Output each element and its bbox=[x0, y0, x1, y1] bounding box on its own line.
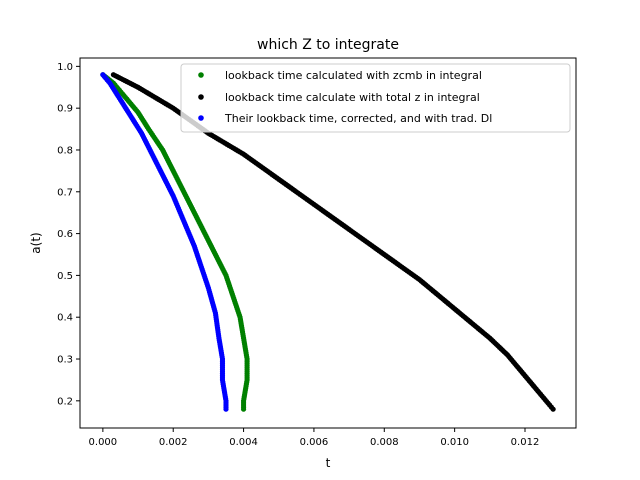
x-axis-label: t bbox=[326, 456, 331, 470]
x-tick-label: 0.006 bbox=[300, 437, 329, 448]
y-axis-label: a(t) bbox=[29, 232, 43, 253]
x-axis: 0.000 0.002 0.004 0.006 0.008 0.010 0.012 bbox=[89, 428, 540, 448]
legend-label-corrected: Their lookback time, corrected, and with… bbox=[224, 112, 492, 125]
x-tick-label: 0.000 bbox=[89, 437, 118, 448]
y-tick-label: 0.3 bbox=[57, 355, 73, 366]
y-tick-label: 0.8 bbox=[57, 145, 73, 156]
series-3 bbox=[100, 72, 229, 412]
y-tick-label: 0.6 bbox=[57, 229, 73, 240]
legend-box bbox=[180, 63, 571, 133]
x-tick-label: 0.012 bbox=[511, 437, 540, 448]
plot-frame bbox=[79, 57, 577, 429]
x-tick-label: 0.010 bbox=[440, 437, 469, 448]
data-point bbox=[240, 406, 247, 412]
data-point bbox=[223, 406, 229, 412]
y-tick-label: 0.5 bbox=[57, 271, 73, 282]
y-tick-label: 0.2 bbox=[57, 396, 73, 407]
legend-marker-zcmb bbox=[198, 72, 204, 78]
x-tick-label: 0.002 bbox=[159, 437, 188, 448]
legend-label-zcmb: lookback time calculated with zcmb in in… bbox=[225, 69, 482, 82]
y-tick-label: 0.4 bbox=[57, 313, 73, 324]
chart-title: which Z to integrate bbox=[257, 37, 399, 53]
x-tick-label: 0.008 bbox=[370, 437, 399, 448]
legend: lookback time calculated with zcmb in in… bbox=[180, 63, 571, 133]
y-tick-label: 0.7 bbox=[57, 187, 73, 198]
y-axis: 0.2 0.3 0.4 0.5 0.6 0.7 0.8 0.9 1.0 bbox=[57, 62, 80, 407]
x-tick-label: 0.004 bbox=[229, 437, 258, 448]
legend-label-total-z: lookback time calculate with total z in … bbox=[225, 91, 480, 104]
data-point bbox=[550, 406, 556, 412]
y-tick-label: 1.0 bbox=[57, 62, 73, 73]
y-tick-label: 0.9 bbox=[57, 104, 73, 115]
legend-marker-total-z bbox=[198, 94, 204, 100]
plot-area bbox=[100, 72, 556, 412]
series-2 bbox=[110, 72, 556, 412]
legend-marker-corrected bbox=[198, 115, 204, 121]
